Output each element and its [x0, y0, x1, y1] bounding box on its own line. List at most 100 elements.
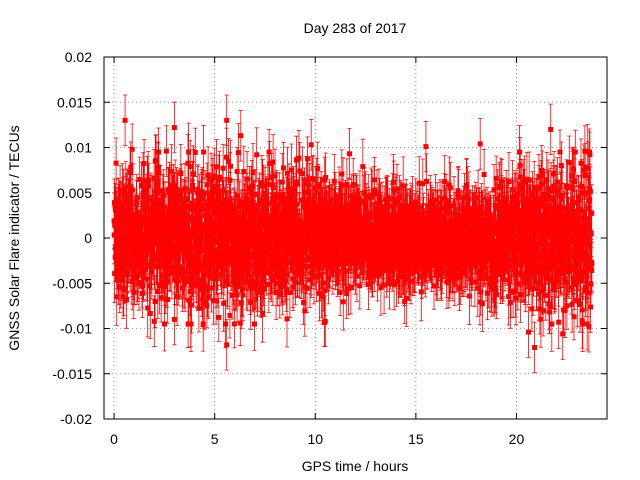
- data-point: [175, 265, 181, 270]
- data-point: [479, 301, 485, 307]
- chart-title: Day 283 of 2017: [304, 20, 407, 36]
- data-point: [379, 204, 385, 210]
- data-point: [579, 183, 585, 189]
- data-point: [436, 251, 442, 257]
- data-point: [288, 167, 294, 173]
- data-point: [414, 234, 420, 240]
- data-point: [544, 205, 549, 210]
- data-point: [580, 241, 586, 247]
- data-point: [235, 221, 241, 227]
- data-point: [320, 212, 326, 218]
- data-point: [561, 214, 567, 219]
- data-point: [294, 201, 300, 207]
- data-point: [278, 263, 284, 269]
- data-point: [541, 198, 547, 204]
- data-point: [361, 198, 367, 204]
- data-point: [372, 214, 378, 220]
- data-point: [351, 208, 357, 214]
- data-point: [187, 164, 193, 170]
- data-point: [493, 175, 499, 181]
- data-point: [324, 251, 330, 257]
- data-point: [192, 149, 198, 155]
- data-point: [232, 235, 238, 241]
- data-point: [377, 200, 383, 206]
- data-point: [498, 215, 504, 221]
- data-point: [270, 159, 276, 165]
- data-point: [296, 155, 302, 161]
- data-point: [195, 282, 201, 288]
- data-point: [412, 253, 418, 259]
- data-point: [368, 214, 373, 220]
- data-point: [349, 225, 355, 231]
- data-point: [133, 217, 139, 223]
- data-point: [341, 264, 347, 270]
- data-point: [325, 233, 331, 239]
- data-point: [308, 263, 314, 269]
- data-point: [571, 167, 577, 172]
- data-point: [388, 246, 394, 252]
- data-point: [384, 268, 390, 274]
- data-point: [387, 260, 393, 266]
- data-point: [213, 186, 219, 192]
- data-point: [282, 217, 288, 223]
- data-point: [529, 226, 535, 232]
- data-point: [518, 242, 524, 248]
- data-point: [128, 184, 134, 190]
- data-point: [292, 208, 298, 214]
- data-point: [495, 196, 500, 202]
- data-point: [575, 261, 581, 266]
- data-point: [173, 222, 179, 228]
- data-point: [523, 208, 529, 214]
- data-point: [464, 248, 470, 254]
- data-point: [167, 253, 173, 259]
- data-point: [429, 261, 435, 267]
- data-point: [448, 221, 454, 227]
- data-point: [336, 268, 342, 274]
- data-point: [209, 197, 215, 203]
- data-point: [390, 238, 396, 244]
- data-point: [120, 202, 126, 208]
- data-point: [512, 271, 518, 277]
- data-point: [388, 257, 394, 263]
- data-point: [212, 219, 218, 225]
- data-point: [477, 224, 483, 230]
- data-point: [462, 195, 467, 201]
- data-point: [302, 223, 307, 229]
- data-point: [161, 217, 167, 223]
- data-point: [370, 259, 376, 265]
- data-point: [169, 241, 174, 247]
- data-point: [403, 203, 409, 209]
- data-point: [533, 256, 539, 261]
- data-point: [376, 203, 382, 209]
- data-point: [164, 278, 170, 284]
- data-point: [178, 171, 184, 176]
- data-point: [207, 217, 213, 223]
- data-point: [436, 255, 442, 261]
- data-point: [530, 285, 536, 291]
- data-point: [469, 243, 475, 249]
- data-point: [234, 231, 240, 237]
- data-point: [171, 316, 177, 322]
- data-point: [275, 231, 281, 237]
- data-point: [561, 263, 567, 269]
- data-point: [379, 224, 385, 230]
- data-point: [566, 160, 572, 165]
- data-point: [396, 258, 402, 264]
- data-point: [236, 198, 242, 204]
- data-point: [273, 289, 279, 295]
- data-point: [129, 146, 135, 152]
- data-point: [231, 278, 237, 284]
- data-point: [496, 240, 501, 246]
- data-point: [487, 281, 493, 287]
- data-point: [565, 213, 571, 218]
- data-point: [442, 251, 448, 257]
- data-point: [517, 174, 523, 180]
- data-point: [508, 217, 514, 223]
- data-point: [210, 298, 216, 304]
- data-point: [536, 270, 542, 276]
- data-point: [195, 190, 201, 196]
- data-point: [350, 182, 356, 188]
- data-point: [408, 233, 413, 238]
- data-point: [267, 230, 273, 235]
- data-point: [551, 240, 557, 246]
